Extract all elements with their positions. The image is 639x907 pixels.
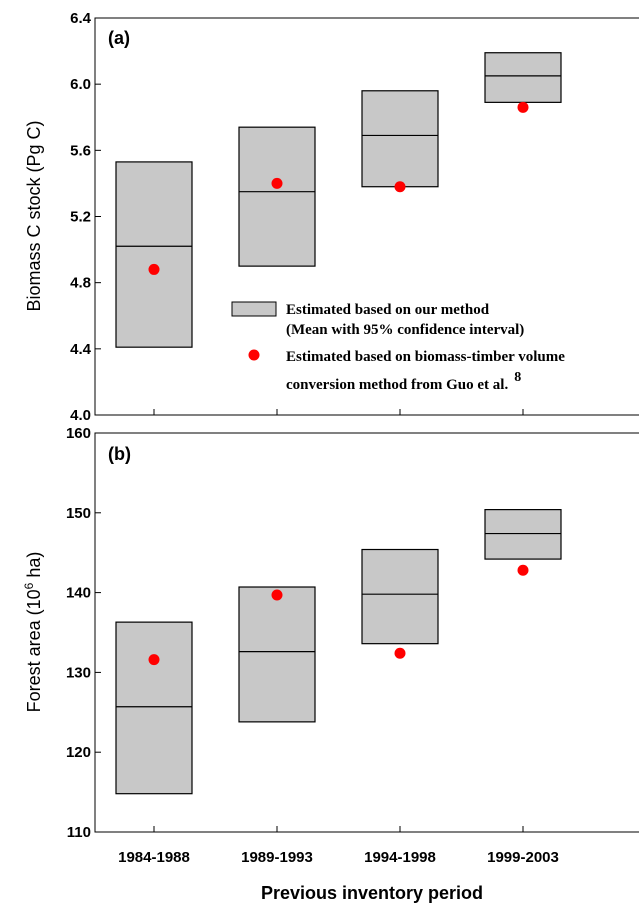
y-tick-label: 140 xyxy=(66,585,91,602)
legend-entry-2-line-2-group: conversion method from Guo et al. 8 xyxy=(286,370,521,393)
x-category-label: 1999-2003 xyxy=(487,849,559,866)
ci-box xyxy=(361,548,439,645)
y-tick-label: 6.0 xyxy=(70,76,91,93)
legend-point-swatch xyxy=(248,349,260,361)
ci-box xyxy=(361,90,439,188)
ci-box xyxy=(238,586,316,723)
legend: Estimated based on our method (Mean with… xyxy=(231,301,565,393)
data-point xyxy=(394,647,406,659)
x-axis-title: Previous inventory period xyxy=(261,883,483,903)
legend-entry-1-line-1: Estimated based on our method xyxy=(286,302,490,318)
panel-a: 4.0 4.4 4.8 5.2 5.6 6.0 6.4 (a) Biomass C stoc… xyxy=(24,10,639,424)
y-tick-label: 120 xyxy=(66,744,91,761)
x-category-label: 1984-1988 xyxy=(118,849,190,866)
legend-box-swatch xyxy=(231,301,277,317)
ci-box xyxy=(484,509,562,560)
legend-entry-1-line-2: (Mean with 95% confidence interval) xyxy=(286,322,524,338)
y-tick-label: 160 xyxy=(66,425,91,442)
panel-b: 110 120 130 140 150 160 (b) Forest area (106 … xyxy=(22,425,639,903)
y-tick-label: 5.6 xyxy=(70,142,91,159)
panel-b-boxes xyxy=(115,509,562,795)
panel-b-y-axis-title: Forest area (106 ha) xyxy=(22,552,44,713)
legend-entry-2-line-1: Estimated based on biomass-timber volume xyxy=(286,349,565,365)
legend-entry-2-line-2: conversion method from Guo et al. xyxy=(286,377,508,393)
data-point xyxy=(517,101,529,113)
y-tick-label: 150 xyxy=(66,505,91,522)
data-point xyxy=(271,177,283,189)
panel-b-frame xyxy=(94,432,639,833)
panel-b-y-ticks: 110 120 130 140 150 160 xyxy=(66,425,101,841)
panel-a-y-axis-title: Biomass C stock (Pg C) xyxy=(24,120,44,311)
panel-a-x-ticks xyxy=(153,409,524,415)
y-tick-label: 110 xyxy=(67,824,91,841)
ci-box xyxy=(238,126,316,267)
data-point xyxy=(148,263,160,275)
panel-b-y-axis-title-tail: ha) xyxy=(24,552,44,583)
x-category-label: 1994-1998 xyxy=(364,849,436,866)
y-tick-label: 130 xyxy=(66,664,91,681)
y-tick-label: 5.2 xyxy=(70,209,91,226)
ci-box xyxy=(115,161,193,348)
data-point xyxy=(394,181,406,193)
ci-box xyxy=(484,52,562,103)
y-tick-label: 4.8 xyxy=(70,275,91,292)
panel-a-y-ticks: 4.0 4.4 4.8 5.2 5.6 6.0 6.4 xyxy=(70,10,101,424)
data-point xyxy=(148,654,160,666)
panel-b-x-ticks xyxy=(153,826,524,832)
data-point xyxy=(517,564,529,576)
panel-b-y-axis-title-sup: 6 xyxy=(22,582,36,589)
data-point xyxy=(271,589,283,601)
y-tick-label: 6.4 xyxy=(70,10,92,27)
x-category-labels: 1984-1988 1989-1993 1994-1998 1999-2003 xyxy=(118,849,559,866)
panel-a-points xyxy=(148,101,529,275)
panel-b-points xyxy=(148,564,529,666)
y-tick-label: 4.4 xyxy=(70,341,92,358)
x-category-label: 1989-1993 xyxy=(241,849,313,866)
y-tick-label: 4.0 xyxy=(70,407,91,424)
panel-a-label: (a) xyxy=(108,28,130,48)
ci-box xyxy=(115,621,193,795)
panel-a-boxes xyxy=(115,52,562,348)
legend-entry-2-superscript: 8 xyxy=(514,370,521,385)
panel-b-y-axis-title-main: Forest area (10 xyxy=(24,589,44,712)
panel-b-label: (b) xyxy=(108,444,131,464)
